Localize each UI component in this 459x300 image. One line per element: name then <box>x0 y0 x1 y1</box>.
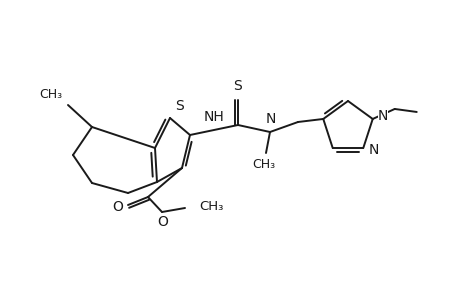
Text: S: S <box>233 79 242 93</box>
Text: CH₃: CH₃ <box>39 88 62 101</box>
Text: N: N <box>265 112 275 126</box>
Text: NH: NH <box>203 110 224 124</box>
Text: CH₃: CH₃ <box>199 200 223 214</box>
Text: N: N <box>377 109 387 123</box>
Text: O: O <box>157 215 168 229</box>
Text: CH₃: CH₃ <box>252 158 275 171</box>
Text: N: N <box>368 143 378 157</box>
Text: S: S <box>174 99 183 113</box>
Text: O: O <box>112 200 123 214</box>
